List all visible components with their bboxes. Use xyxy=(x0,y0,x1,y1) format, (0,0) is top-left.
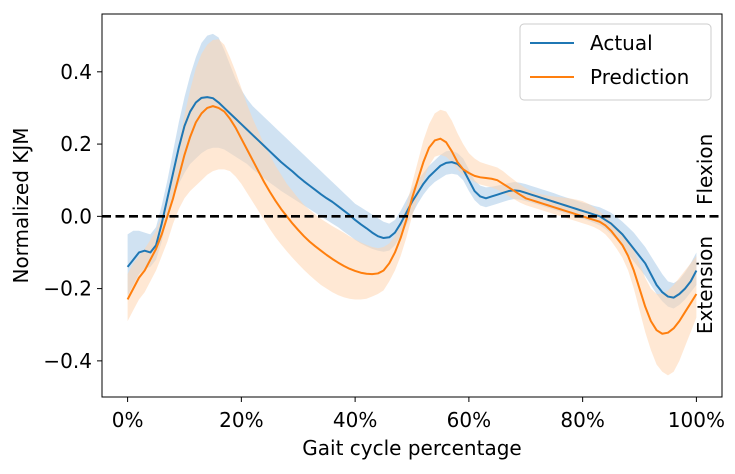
x-tick-label: 100% xyxy=(668,408,725,432)
plot-frame xyxy=(101,13,723,398)
y-axis-label: Normalized KJM xyxy=(9,127,33,283)
y-tick-label: −0.4 xyxy=(43,349,92,373)
y-tick-label: 0.2 xyxy=(60,132,92,156)
y-axis-ticks: −0.4 −0.2 0.0 0.2 0.4 xyxy=(43,60,102,373)
x-tick-label: 20% xyxy=(219,408,263,432)
y-tick-label: 0.4 xyxy=(60,60,92,84)
flexion-annotation: Flexion xyxy=(693,134,717,205)
x-axis-label: Gait cycle percentage xyxy=(302,436,521,460)
prediction-line xyxy=(126,105,698,335)
x-tick-label: 0% xyxy=(112,408,144,432)
x-tick-label: 40% xyxy=(333,408,377,432)
x-tick-label: 60% xyxy=(447,408,491,432)
y-tick-label: 0.0 xyxy=(60,204,92,228)
confidence-bands xyxy=(127,33,697,376)
y-tick-label: −0.2 xyxy=(43,277,92,301)
x-tick-label: 80% xyxy=(560,408,604,432)
x-axis-ticks: 0% 20% 40% 60% 80% 100% xyxy=(112,397,725,432)
extension-annotation: Extension xyxy=(693,236,717,334)
prediction-confidence-band xyxy=(127,39,697,376)
legend-label-actual: Actual xyxy=(590,31,653,55)
legend: Actual Prediction xyxy=(519,23,712,101)
legend-label-prediction: Prediction xyxy=(590,65,689,89)
